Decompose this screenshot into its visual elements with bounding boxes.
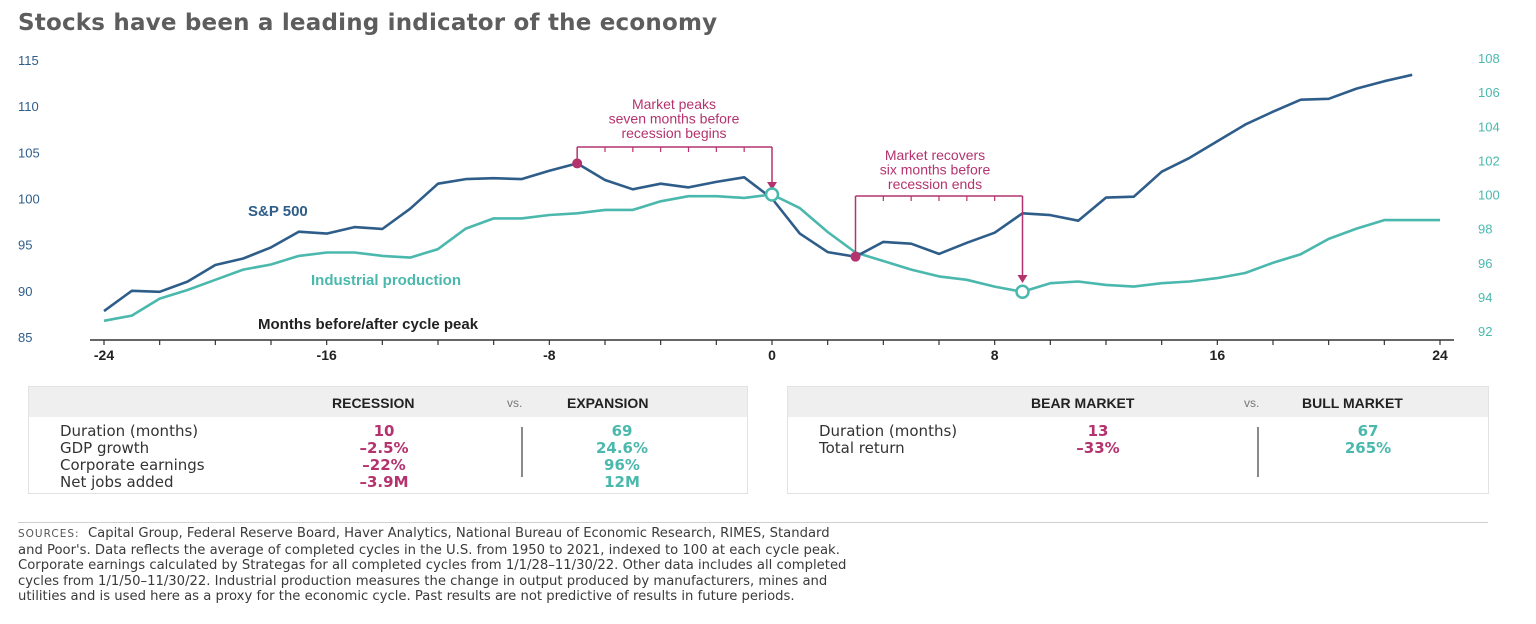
- annotation-arrowhead: [1017, 275, 1028, 283]
- annotation-text: six months before: [880, 162, 991, 178]
- x-tick-label: -24: [94, 347, 114, 363]
- y-right-tick-label: 96: [1478, 256, 1492, 271]
- y-right-tick-label: 92: [1478, 324, 1492, 339]
- line-chart: -24 -16 -8 0 8 16 24 85 90 95 100 105 110 115 92 94 96 98…: [18, 51, 1500, 363]
- sp500-line: [103, 73, 1413, 313]
- sp500-peak-marker: [572, 158, 583, 169]
- recession-value: –3.9M: [359, 473, 409, 491]
- annotation-text: recession ends: [888, 176, 982, 192]
- bull-market-header: BULL MARKET: [1302, 395, 1403, 411]
- y-right-tick-label: 98: [1478, 222, 1492, 237]
- sources-line: and Poor's. Data reflects the average of…: [18, 542, 840, 558]
- panel-header: BEAR MARKET vs. BULL MARKET: [788, 387, 1488, 417]
- x-tick-label: 0: [768, 347, 776, 363]
- sources-line: utilities and is used here as a proxy fo…: [18, 589, 795, 604]
- annotation-text: seven months before: [609, 111, 740, 127]
- row-label: GDP growth: [60, 439, 150, 457]
- industrial-peak-marker: [764, 187, 780, 202]
- y-left-tick-label: 115: [18, 53, 39, 68]
- panel-header: RECESSION vs. EXPANSION: [29, 387, 747, 417]
- y-right-tick-label: 104: [1478, 119, 1500, 134]
- y-right-tick-label: 108: [1478, 51, 1500, 66]
- bear-value: –33%: [1076, 439, 1120, 457]
- expansion-value: 24.6%: [595, 439, 649, 457]
- sp500-trough-marker: [850, 251, 861, 262]
- x-tick-label: -8: [543, 347, 556, 363]
- annotation-text: recession begins: [621, 125, 726, 141]
- sources-note: SOURCES: Capital Group, Federal Reserve …: [18, 526, 1488, 605]
- expansion-value: 96%: [604, 456, 640, 474]
- recession-value: 10: [373, 422, 395, 440]
- sources-line: Corporate earnings calculated by Strateg…: [18, 558, 847, 573]
- expansion-value: 12M: [604, 473, 640, 491]
- sources-label: SOURCES:: [18, 528, 80, 540]
- bull-value: 67: [1357, 422, 1379, 440]
- y-right-tick-label: 94: [1478, 290, 1492, 305]
- x-axis-title: Months before/after cycle peak: [258, 316, 479, 333]
- bear-bull-panel: BEAR MARKET vs. BULL MARKET Duration (mo…: [787, 386, 1489, 494]
- y-right-tick-label: 106: [1478, 85, 1500, 100]
- x-tick-label: 16: [1210, 347, 1226, 363]
- annotation-arrowhead: [767, 182, 777, 190]
- expansion-value: 69: [611, 422, 633, 440]
- sources-divider: [18, 522, 1488, 523]
- y-left-tick-label: 100: [18, 192, 40, 207]
- y-left-tick-label: 105: [18, 145, 40, 160]
- row-label: Duration (months): [60, 422, 199, 440]
- y-right-tick-label: 100: [1478, 188, 1500, 203]
- annotation-text: Market peaks: [632, 96, 716, 112]
- recession-header: RECESSION: [332, 395, 415, 411]
- column-divider: [521, 427, 523, 477]
- bear-value: 13: [1087, 422, 1109, 440]
- y-right-tick-label: 102: [1478, 153, 1500, 168]
- row-label: Duration (months): [819, 422, 958, 440]
- row-label: Total return: [819, 439, 905, 457]
- bear-market-header: BEAR MARKET: [1031, 395, 1135, 411]
- x-tick-label: -16: [317, 347, 337, 363]
- vs-label: vs.: [507, 396, 523, 410]
- expansion-header: EXPANSION: [567, 395, 649, 411]
- industrial-production-label: Industrial production: [311, 272, 461, 289]
- industrial-trough-marker: [1015, 284, 1030, 300]
- row-label: Net jobs added: [60, 473, 174, 491]
- recession-value: –22%: [362, 456, 406, 474]
- x-tick-label: 24: [1432, 347, 1448, 363]
- row-label: Corporate earnings: [60, 456, 205, 474]
- sources-line: cycles from 1/1/50–11/30/22. Industrial …: [18, 573, 828, 589]
- vs-label: vs.: [1244, 396, 1260, 410]
- chart-title: Stocks have been a leading indicator of …: [18, 10, 718, 36]
- y-left-tick-label: 110: [18, 99, 39, 114]
- bull-value: 265%: [1344, 439, 1392, 457]
- annotation-text: Market recovers: [885, 147, 985, 163]
- column-divider: [1257, 427, 1259, 477]
- recession-expansion-panel: RECESSION vs. EXPANSION Duration (months…: [28, 386, 748, 494]
- y-left-tick-label: 90: [18, 284, 32, 299]
- y-left-tick-label: 95: [18, 238, 32, 253]
- sources-line: Capital Group, Federal Reserve Board, Ha…: [87, 526, 830, 541]
- y-left-tick-label: 85: [18, 330, 32, 345]
- x-tick-label: 8: [991, 347, 999, 363]
- sp500-label: S&P 500: [248, 203, 308, 220]
- recession-value: –2.5%: [359, 439, 409, 457]
